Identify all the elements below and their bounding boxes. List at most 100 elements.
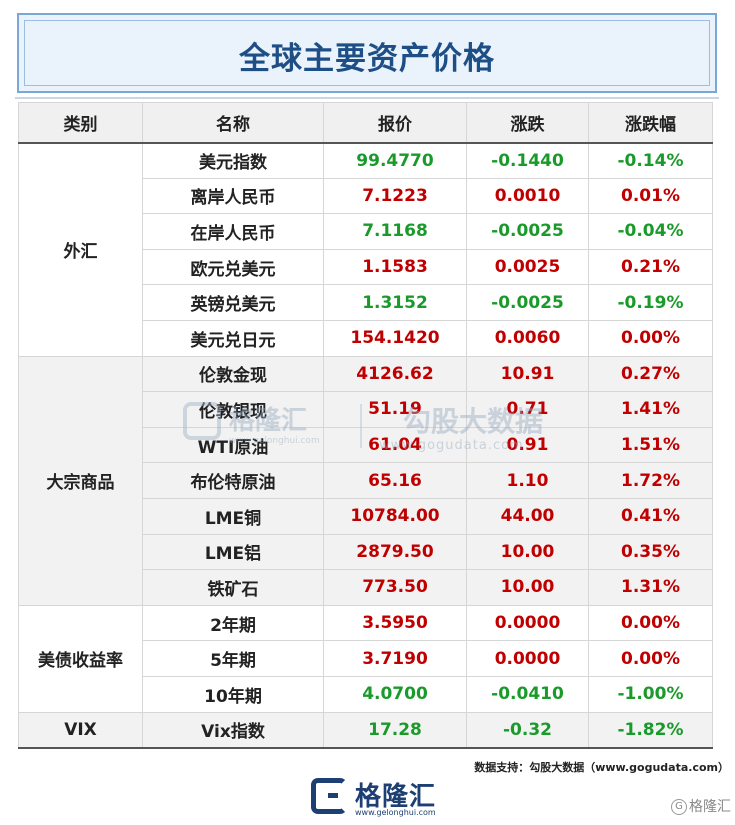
asset-name-cell: 10年期 [142,675,324,713]
change-cell: -0.1440 [466,142,589,179]
change-cell: 0.0010 [466,177,589,215]
asset-name-cell: WTI原油 [142,426,324,464]
asset-name-cell: 在岸人民币 [142,213,324,250]
change-pct-cell: -0.04% [588,213,713,250]
price-cell: 154.1420 [323,319,467,357]
table-body: 外汇 美元指数 99.4770 -0.1440 -0.14% 离岸人民币 7.1223 0.0… [18,142,713,749]
data-source-note: 数据支持：勾股大数据（www.gogudata.com） [474,761,729,774]
table-row: 英镑兑美元 1.3152 -0.0025 -0.19% [19,284,713,321]
change-cell: 1.10 [466,462,589,499]
change-cell: 0.91 [466,426,589,464]
table-row: VIX Vix指数 17.28 -0.32 -1.82% [18,711,713,749]
table-row: 5年期 3.7190 0.0000 0.00% [19,640,713,677]
change-pct-cell: 0.35% [588,533,713,571]
price-cell: 7.1223 [323,177,467,215]
asset-name-cell: 5年期 [142,640,324,677]
asset-name-cell: 伦敦金现 [142,355,324,393]
change-pct-cell: -1.00% [588,675,713,713]
g-logo-icon [311,778,347,814]
change-pct-cell: 1.41% [588,391,713,428]
table-row: 美债收益率 2年期 3.5950 0.0000 0.00% [18,604,713,713]
price-cell: 61.04 [323,426,467,464]
asset-name-cell: 布伦特原油 [142,462,324,499]
header-change: 涨跌 [466,102,589,144]
change-cell: 10.00 [466,569,589,606]
asset-name-cell: 英镑兑美元 [142,284,324,321]
title-divider [15,97,719,99]
price-cell: 3.5950 [323,604,467,642]
table-row: 布伦特原油 65.16 1.10 1.72% [19,462,713,499]
g-circle-icon: G [671,799,687,815]
change-cell: 10.91 [466,355,589,393]
change-pct-cell: 0.27% [588,355,713,393]
header-name: 名称 [142,102,324,144]
asset-name-cell: LME铜 [142,497,324,535]
corner-watermark: G 格隆汇 [671,796,731,816]
change-cell: 0.71 [466,391,589,428]
table-row: WTI原油 61.04 0.91 1.51% [19,426,713,464]
change-cell: 44.00 [466,497,589,535]
asset-name-cell: 美元兑日元 [142,319,324,357]
price-cell: 17.28 [323,711,467,749]
asset-name-cell: 欧元兑美元 [142,248,324,286]
corner-watermark-text: 格隆汇 [689,799,731,815]
table-header-row: 类别 名称 报价 涨跌 涨跌幅 [18,102,713,144]
change-cell: -0.0410 [466,675,589,713]
asset-name-cell: 美元指数 [142,142,324,179]
price-cell: 3.7190 [323,640,467,677]
price-cell: 4.0700 [323,675,467,713]
change-pct-cell: 0.00% [588,604,713,642]
table-row: LME铜 10784.00 44.00 0.41% [19,497,713,535]
title-banner: 全球主要资产价格 [17,13,717,93]
asset-name-cell: 铁矿石 [142,569,324,606]
category-cell: 外汇 [18,142,143,357]
change-pct-cell: 1.72% [588,462,713,499]
asset-price-table: 类别 名称 报价 涨跌 涨跌幅 外汇 美元指数 99.4770 -0.1440 -0.1… [18,102,713,749]
price-cell: 2879.50 [323,533,467,571]
change-cell: -0.0025 [466,213,589,250]
change-cell: -0.0025 [466,284,589,321]
asset-name-cell: LME铝 [142,533,324,571]
change-cell: 10.00 [466,533,589,571]
category-cell: VIX [18,711,143,749]
price-cell: 7.1168 [323,213,467,250]
change-pct-cell: 0.00% [588,319,713,357]
table-row: 外汇 美元指数 99.4770 -0.1440 -0.14% [18,142,713,357]
asset-name-cell: 2年期 [142,604,324,642]
change-cell: -0.32 [466,711,589,749]
header-change-pct: 涨跌幅 [588,102,713,144]
change-pct-cell: 0.00% [588,640,713,677]
category-cell: 大宗商品 [18,355,143,606]
change-pct-cell: 0.01% [588,177,713,215]
table-row: 伦敦银现 51.19 0.71 1.41% [19,391,713,428]
change-pct-cell: -1.82% [588,711,713,749]
price-cell: 773.50 [323,569,467,606]
table-row: 欧元兑美元 1.1583 0.0025 0.21% [19,248,713,286]
change-pct-cell: -0.19% [588,284,713,321]
table-row: LME铝 2879.50 10.00 0.35% [19,533,713,571]
header-price: 报价 [323,102,467,144]
change-cell: 0.0060 [466,319,589,357]
table-row: 离岸人民币 7.1223 0.0010 0.01% [19,177,713,215]
change-pct-cell: 0.21% [588,248,713,286]
page-title: 全球主要资产价格 [239,41,495,77]
change-cell: 0.0025 [466,248,589,286]
price-cell: 99.4770 [323,142,467,179]
asset-name-cell: 离岸人民币 [142,177,324,215]
asset-name-cell: 伦敦银现 [142,391,324,428]
price-cell: 10784.00 [323,497,467,535]
price-cell: 4126.62 [323,355,467,393]
table-row: 在岸人民币 7.1168 -0.0025 -0.04% [19,213,713,250]
price-cell: 1.3152 [323,284,467,321]
change-cell: 0.0000 [466,604,589,642]
change-pct-cell: -0.14% [588,142,713,179]
change-pct-cell: 1.51% [588,426,713,464]
category-cell: 美债收益率 [18,604,143,713]
header-category: 类别 [18,102,143,144]
price-cell: 51.19 [323,391,467,428]
price-cell: 1.1583 [323,248,467,286]
asset-name-cell: Vix指数 [142,711,324,749]
change-cell: 0.0000 [466,640,589,677]
change-pct-cell: 0.41% [588,497,713,535]
table-row: 10年期 4.0700 -0.0410 -1.00% [19,675,713,713]
